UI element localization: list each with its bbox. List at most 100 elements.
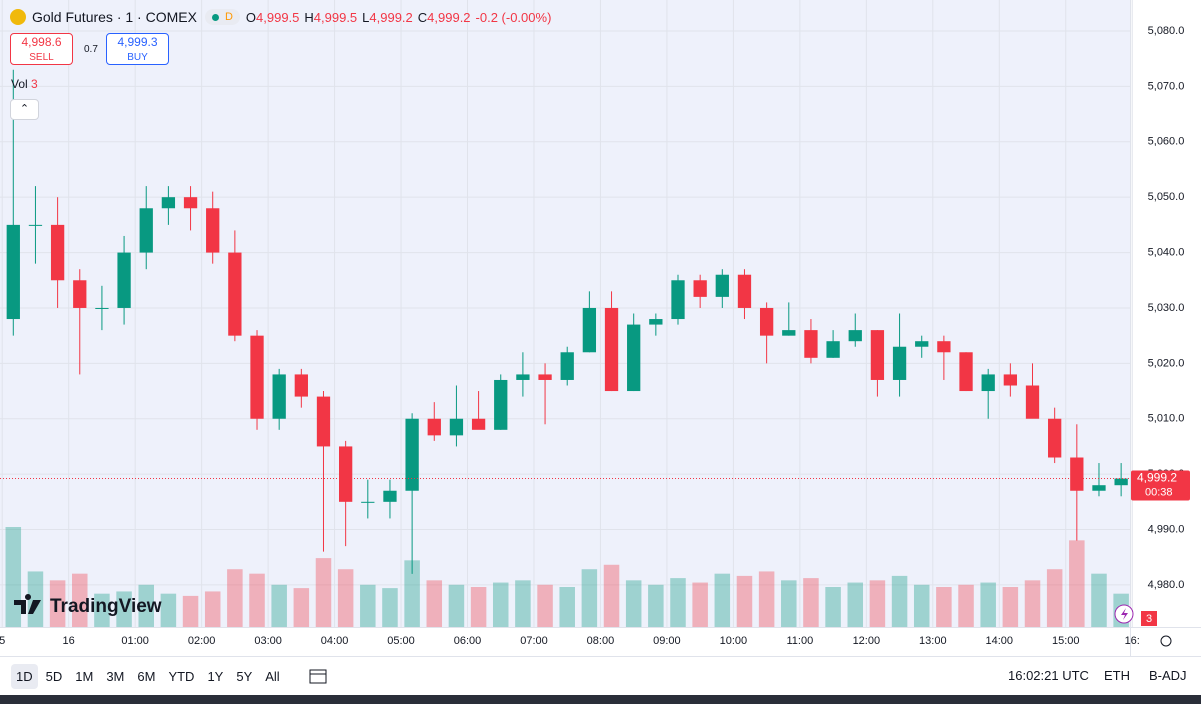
- candle-body: [582, 307, 597, 353]
- volume-bar: [891, 575, 908, 627]
- candle-body: [73, 280, 87, 308]
- candle-body: [272, 374, 286, 419]
- volume-bar: [360, 584, 376, 627]
- spread: 0.7: [84, 44, 98, 55]
- candle-body: [95, 307, 109, 309]
- ohlc-value: 4,999.2: [369, 9, 413, 25]
- volume-bar: [847, 582, 864, 627]
- candle-body: [737, 274, 752, 308]
- volume-bar: [116, 591, 132, 627]
- candle-body: [161, 197, 176, 209]
- range-button[interactable]: 6M: [137, 668, 156, 684]
- candles: [0, 69, 1130, 574]
- price-tag: [1131, 470, 1190, 501]
- x-tick-label: 10:00: [720, 635, 748, 647]
- candle-body: [981, 374, 995, 392]
- candle-body: [183, 197, 198, 209]
- candle-body: [250, 335, 264, 419]
- candle-body: [782, 330, 796, 336]
- y-tick-label: 4,980.0: [1148, 579, 1185, 591]
- symbol[interactable]: Gold Futures · 1 · COMEX: [32, 9, 197, 25]
- badge: 3: [1146, 613, 1152, 625]
- candle-body: [1070, 457, 1084, 491]
- volume-bar: [448, 584, 465, 627]
- y-tick-label: 5,040.0: [1148, 246, 1185, 258]
- candle-body: [538, 374, 552, 380]
- ohlc-legend: O4,999.5 H4,999.5 L4,999.2 C4,999.2: [246, 10, 476, 25]
- volume-bar: [49, 580, 66, 627]
- volume-bar: [913, 584, 930, 627]
- candle-body: [383, 490, 397, 502]
- symbol-icon: [10, 9, 26, 25]
- candle-body: [471, 418, 486, 430]
- candle-body: [405, 418, 419, 491]
- range-button[interactable]: YTD: [168, 668, 195, 684]
- ohlc-item: O4,999.5: [246, 10, 300, 25]
- x-tick-label: 06:00: [454, 635, 482, 647]
- header: Gold Futures · 1 · COMEX D O4,999.5 H4,99…: [10, 7, 551, 27]
- collapse-button[interactable]: ⌃: [10, 99, 39, 120]
- volume-bar: [72, 573, 88, 627]
- volume-bar: [758, 571, 775, 627]
- range-button[interactable]: 1M: [75, 668, 94, 684]
- candle-body: [1003, 374, 1017, 386]
- candle-body: [560, 352, 574, 380]
- volume-bar: [537, 584, 553, 627]
- sell-button[interactable]: 4,998.6 SELL: [10, 33, 73, 65]
- range-buttons: 1D 5D 1M 3M 6M YTD 1Y 5Y All: [8, 663, 285, 689]
- candle-body: [759, 307, 774, 336]
- candle-body: [206, 208, 220, 253]
- range-button[interactable]: 5D: [45, 668, 63, 684]
- sell-label: SELL: [29, 52, 54, 63]
- candle-body: [1025, 385, 1040, 419]
- buy-button[interactable]: 4,999.3 BUY: [106, 33, 169, 65]
- volume-bar: [94, 593, 110, 627]
- range-button[interactable]: 1D: [11, 663, 38, 689]
- ohlc-item: C4,999.2: [418, 10, 471, 25]
- goto-date[interactable]: [307, 666, 329, 686]
- sell-price: 4,998.6: [21, 35, 62, 49]
- y-tick-label: 5,020.0: [1148, 357, 1185, 369]
- status-dot: [211, 13, 219, 21]
- buy-label: BUY: [127, 52, 148, 63]
- price-tag-countdown: 00:38: [1145, 486, 1173, 498]
- brand-logo: TradingView: [14, 593, 162, 617]
- range-button[interactable]: 5Y: [236, 668, 253, 684]
- buy-price: 4,999.3: [117, 35, 158, 49]
- adjustment[interactable]: B-ADJ: [1149, 668, 1187, 683]
- volume-bar: [5, 527, 22, 627]
- ohlc-value: 4,999.5: [256, 9, 300, 25]
- ohlc-key: C: [417, 9, 428, 25]
- candle-body: [1048, 418, 1062, 458]
- candle-body: [804, 330, 818, 358]
- range-button[interactable]: All: [265, 668, 280, 684]
- range-button[interactable]: 3M: [106, 668, 125, 684]
- status[interactable]: D: [204, 9, 240, 25]
- volume-bars: [5, 527, 1129, 627]
- candle-body: [28, 224, 43, 226]
- candle-body: [1114, 478, 1128, 486]
- volume-bar: [227, 569, 243, 627]
- candle-body: [892, 346, 907, 380]
- volume-bar: [1091, 573, 1107, 627]
- brand: TradingView: [50, 596, 162, 617]
- x-tick-label: 08:00: [587, 635, 615, 647]
- candle-body: [117, 252, 131, 308]
- ohlc-key: L: [362, 9, 370, 25]
- candle-body: [848, 330, 862, 342]
- candle-body: [604, 307, 619, 392]
- y-tick-label: 5,050.0: [1148, 191, 1185, 203]
- pane: [0, 0, 1130, 627]
- volume-bar: [492, 582, 509, 627]
- clock[interactable]: 16:02:21 UTC: [1008, 668, 1089, 683]
- settings-icon[interactable]: [1160, 635, 1172, 647]
- volume-bar: [160, 593, 177, 627]
- session[interactable]: ETH: [1104, 668, 1130, 683]
- axis-labels: 4,980.04,990.05,000.05,010.05,020.05,030…: [0, 25, 1190, 647]
- range-button[interactable]: 1Y: [207, 668, 224, 684]
- volume-bar: [1002, 587, 1019, 627]
- x-tick-label: 16: [63, 635, 75, 647]
- x-tick-label: 5: [0, 635, 5, 647]
- y-tick-label: 4,990.0: [1148, 523, 1185, 535]
- candle-body: [228, 252, 242, 336]
